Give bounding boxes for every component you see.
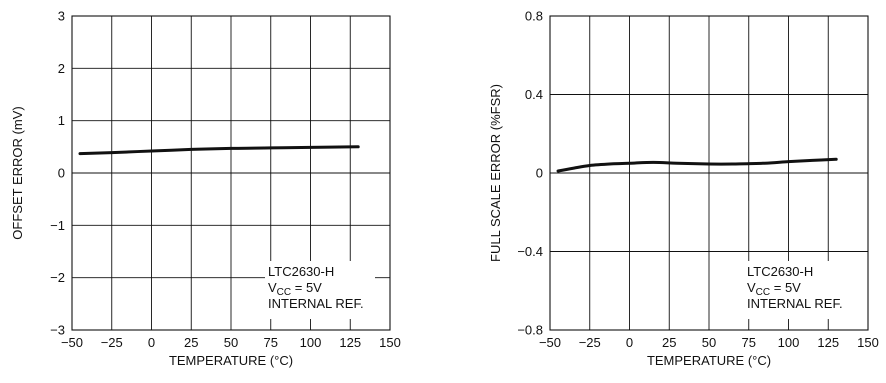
x-tick-label: −50 <box>61 335 83 350</box>
x-axis-title: TEMPERATURE (°C) <box>647 353 771 368</box>
annotation-vcc-symbol: V <box>268 280 277 295</box>
y-tick-label: −0.8 <box>517 323 543 338</box>
x-tick-label: −25 <box>579 335 601 350</box>
annotation-part-number: LTC2630-H <box>747 264 813 279</box>
offset-error-curve <box>78 145 360 156</box>
annotation-part-number: LTC2630-H <box>268 264 334 279</box>
x-tick-label: 150 <box>379 335 401 350</box>
x-tick-labels: −50 −25 0 25 50 75 100 125 150 <box>61 335 401 350</box>
x-tick-label: 0 <box>626 335 633 350</box>
y-tick-label: 0.4 <box>525 87 543 102</box>
x-tick-label: 100 <box>778 335 800 350</box>
plot-frame <box>549 15 869 331</box>
x-tick-label: 25 <box>662 335 676 350</box>
x-tick-label: 75 <box>742 335 756 350</box>
y-tick-label: 0.8 <box>525 9 543 24</box>
full-scale-error-chart: 0.8 0.4 0 −0.4 −0.8 −50 −25 0 25 50 75 100 125 150 T… <box>488 9 879 369</box>
offset-error-chart: 3 2 1 0 −1 −2 −3 −50 −25 0 25 50 75 100 125 150 TEMPER… <box>10 9 401 369</box>
x-axis-title: TEMPERATURE (°C) <box>169 353 293 368</box>
x-tick-label: 125 <box>817 335 839 350</box>
x-tick-label: 100 <box>300 335 322 350</box>
x-tick-labels: −50 −25 0 25 50 75 100 125 150 <box>539 335 879 350</box>
y-tick-labels: 0.8 0.4 0 −0.4 −0.8 <box>517 9 543 338</box>
annotation-vcc-symbol: V <box>747 280 756 295</box>
y-tick-label: 2 <box>58 61 65 76</box>
annotation-reference: INTERNAL REF. <box>268 296 364 311</box>
y-tick-labels: 3 2 1 0 −1 −2 −3 <box>50 9 65 338</box>
annotation-background <box>744 261 854 319</box>
x-tick-label: −50 <box>539 335 561 350</box>
annotation-vcc: VCC = 5V <box>268 280 322 298</box>
annotation-vcc-subscript: CC <box>277 287 291 298</box>
x-tick-label: 75 <box>264 335 278 350</box>
plot-frame <box>71 15 391 331</box>
y-tick-label: −0.4 <box>517 244 543 259</box>
x-tick-label: −25 <box>101 335 123 350</box>
y-tick-label: 1 <box>58 113 65 128</box>
annotation-vcc-value: = 5V <box>770 280 801 295</box>
annotation-vcc: VCC = 5V <box>747 280 801 298</box>
x-tick-label: 25 <box>184 335 198 350</box>
y-tick-label: −2 <box>50 270 65 285</box>
y-axis-title: OFFSET ERROR (mV) <box>10 106 25 239</box>
y-tick-label: 0 <box>536 166 543 181</box>
annotation-reference: INTERNAL REF. <box>747 296 843 311</box>
x-tick-label: 50 <box>224 335 238 350</box>
annotation-background <box>265 261 375 319</box>
x-tick-label: 50 <box>702 335 716 350</box>
y-tick-label: −1 <box>50 218 65 233</box>
y-tick-label: 3 <box>58 9 65 24</box>
annotation-vcc-value: = 5V <box>291 280 322 295</box>
y-tick-label: −3 <box>50 323 65 338</box>
x-tick-label: 125 <box>339 335 361 350</box>
y-tick-label: 0 <box>58 166 65 181</box>
x-tick-label: 0 <box>148 335 155 350</box>
y-axis-title: FULL SCALE ERROR (%FSR) <box>488 84 503 262</box>
grid-lines <box>72 16 390 330</box>
annotation-vcc-subscript: CC <box>756 287 770 298</box>
x-tick-label: 150 <box>857 335 879 350</box>
full-scale-error-curve <box>556 157 838 173</box>
